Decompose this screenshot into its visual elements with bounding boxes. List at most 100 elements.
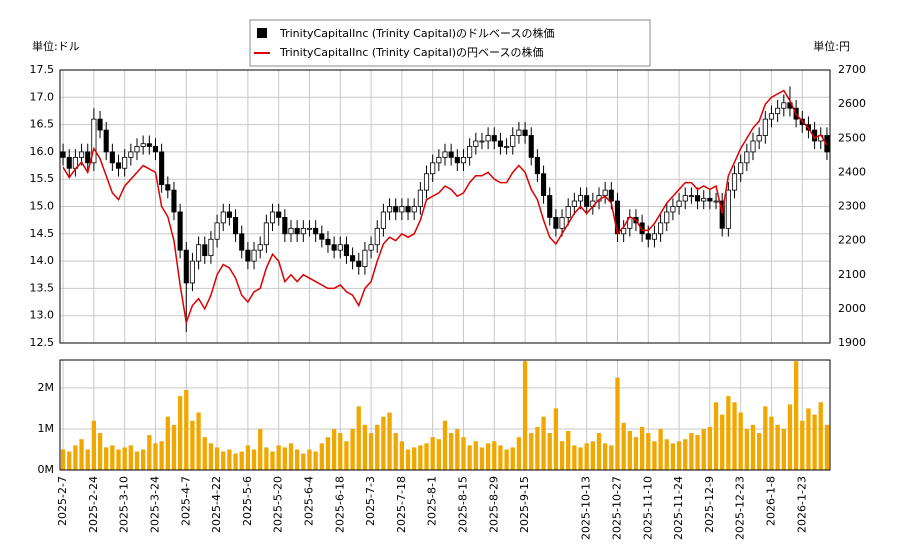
candle-body — [97, 118, 103, 131]
volume-bar — [449, 433, 454, 470]
candle-body — [553, 217, 559, 229]
x-tick-label: 2026-1-8 — [764, 476, 777, 526]
legend-label: TrinityCapitalInc (Trinity Capital)の円ベース… — [279, 45, 544, 59]
volume-bar — [658, 428, 663, 470]
y2-unit: 単位:円 — [813, 39, 850, 53]
candle-body — [233, 217, 239, 235]
volume-bar — [60, 449, 66, 470]
volume-bar — [67, 451, 72, 470]
candle-body — [380, 211, 386, 229]
volume-tick-label: 1M — [38, 422, 55, 435]
candle-body — [226, 211, 232, 218]
y-tick-label: 17.5 — [30, 63, 55, 76]
volume-bar — [134, 451, 140, 470]
candle-body — [491, 135, 497, 142]
volume-bar — [319, 443, 324, 470]
candle-body — [85, 151, 91, 164]
y2-tick-label: 2100 — [838, 268, 866, 281]
candle-body — [115, 162, 122, 169]
y2-tick-label: 2600 — [838, 97, 866, 110]
volume-bar — [350, 428, 355, 470]
x-tick-label: 2025-11-10 — [641, 476, 654, 540]
volume-bar — [775, 424, 780, 470]
candle-body — [66, 156, 72, 169]
candle-body — [60, 151, 66, 158]
candle-body — [91, 118, 97, 164]
y-tick-label: 12.5 — [30, 336, 55, 349]
volume-bar — [97, 433, 103, 470]
candle-body — [658, 222, 664, 235]
candle-body — [337, 244, 343, 251]
volume-bar — [171, 424, 177, 470]
volume-bar — [695, 435, 700, 470]
legend-label: TrinityCapitalInc (Trinity Capital)のドルベー… — [279, 26, 555, 40]
volume-bar — [387, 412, 392, 470]
candle-body — [288, 227, 294, 235]
volume-bar — [639, 426, 645, 470]
candle-body — [602, 189, 608, 196]
candle-body — [504, 146, 510, 148]
candle-body — [319, 233, 325, 240]
candle-body — [387, 206, 393, 213]
candle-body — [245, 249, 251, 262]
volume-tick-label: 0M — [38, 463, 55, 476]
candle-body — [263, 222, 269, 246]
candle-body — [313, 227, 319, 235]
candle-body — [559, 217, 565, 229]
yen-line — [62, 89, 828, 326]
candle-body — [516, 129, 522, 136]
volume-bar — [504, 449, 509, 470]
volume-bar — [276, 445, 281, 470]
volume-bar — [159, 441, 164, 470]
volume-bar — [104, 447, 109, 470]
candle-body — [682, 195, 688, 202]
candle-body — [128, 151, 134, 158]
volume-bar — [362, 424, 368, 470]
volume-bar — [578, 447, 583, 470]
y-tick-label: 16.0 — [30, 145, 55, 158]
volume-bar — [744, 428, 749, 470]
candle-body — [547, 195, 553, 218]
candle-body — [762, 118, 768, 136]
volume-bar — [214, 447, 220, 470]
volume-bar — [295, 449, 300, 470]
x-tick-label: 2026-1-23 — [795, 476, 808, 533]
volume-bar — [701, 428, 706, 470]
candle-body — [608, 189, 614, 202]
candle-body — [731, 173, 738, 191]
volume-bar — [793, 361, 799, 470]
volume-bar — [670, 443, 676, 470]
candle-body — [460, 156, 467, 164]
candle-body — [399, 206, 405, 213]
candle-body — [122, 156, 128, 169]
candle-body — [417, 189, 423, 207]
volume-bar — [535, 426, 540, 470]
volume-bar — [461, 437, 466, 470]
volume-bar — [781, 428, 786, 470]
volume-bar — [689, 433, 694, 470]
y-tick-label: 15.5 — [30, 172, 55, 185]
volume-bar — [245, 445, 251, 470]
volume-bar — [467, 445, 472, 470]
x-tick-label: 2025-4-7 — [179, 476, 192, 526]
candle-body — [454, 156, 460, 164]
volume-bar — [208, 443, 214, 470]
candle-body — [393, 206, 399, 213]
candle-body — [639, 222, 645, 235]
volume-bar — [381, 416, 386, 470]
volume-bar — [344, 441, 349, 470]
y-tick-label: 13.0 — [30, 309, 55, 322]
volume-bar — [522, 361, 528, 470]
volume-bar — [713, 402, 719, 470]
candle-body — [485, 135, 491, 142]
candle-body — [325, 238, 331, 246]
volume-bar — [442, 420, 448, 470]
volume-bar — [738, 412, 743, 470]
candle-body — [577, 195, 584, 202]
volume-bar — [529, 433, 534, 470]
candle-body — [282, 217, 288, 235]
candle-body — [448, 151, 454, 158]
candle-body — [756, 135, 762, 142]
volume-bar — [196, 412, 201, 470]
candle-body — [534, 156, 540, 175]
